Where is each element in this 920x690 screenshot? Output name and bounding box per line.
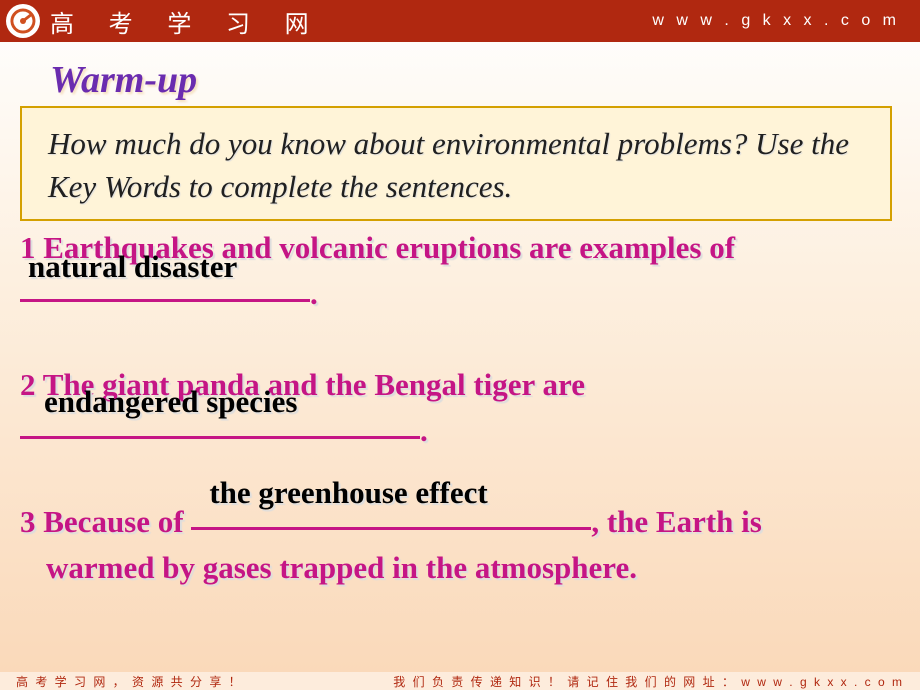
question-3: 3 Because of the greenhouse effect , the…	[20, 499, 900, 592]
q3-blank: the greenhouse effect	[191, 502, 591, 530]
slide-content: Warm-up How much do you know about envir…	[0, 42, 920, 592]
q3-line2: warmed by gases trapped in the atmospher…	[20, 545, 900, 592]
q3-mid: , the Earth is	[591, 504, 762, 539]
bottom-bar: 高 考 学 习 网 ， 资 源 共 分 享 ！ 我 们 负 责 传 递 知 识 …	[0, 672, 920, 690]
bottom-right: 我 们 负 责 传 递 知 识 ！ 请 记 住 我 们 的 网 址 ： w w …	[393, 673, 904, 690]
instruction-text: How much do you know about environmental…	[48, 126, 849, 204]
bottom-left: 高 考 学 习 网 ， 资 源 共 分 享 ！	[16, 673, 243, 690]
top-bar-left: 高 考 学 习 网	[6, 4, 323, 39]
q1-answer: natural disaster	[28, 244, 237, 291]
logo-icon	[6, 4, 40, 38]
site-url: w w w . g k x x . c o m	[652, 12, 900, 30]
q2-blank: endangered species	[20, 411, 420, 439]
site-title: 高 考 学 习 网	[50, 4, 323, 39]
q2-answer: endangered species	[44, 379, 297, 426]
q1-period: .	[310, 276, 318, 311]
questions: 1 Earthquakes and volcanic eruptions are…	[20, 225, 900, 592]
instruction-box: How much do you know about environmental…	[20, 106, 892, 221]
q3-answer: the greenhouse effect	[209, 470, 487, 517]
warmup-heading: Warm-up	[50, 58, 900, 102]
question-1: 1 Earthquakes and volcanic eruptions are…	[20, 225, 900, 318]
top-bar: 高 考 学 习 网 w w w . g k x x . c o m	[0, 0, 920, 42]
q3-lead: 3 Because of	[20, 504, 191, 539]
q2-period: .	[420, 413, 428, 448]
q1-blank: natural disaster	[20, 274, 310, 302]
question-2: 2 The giant panda and the Bengal tiger a…	[20, 362, 900, 455]
